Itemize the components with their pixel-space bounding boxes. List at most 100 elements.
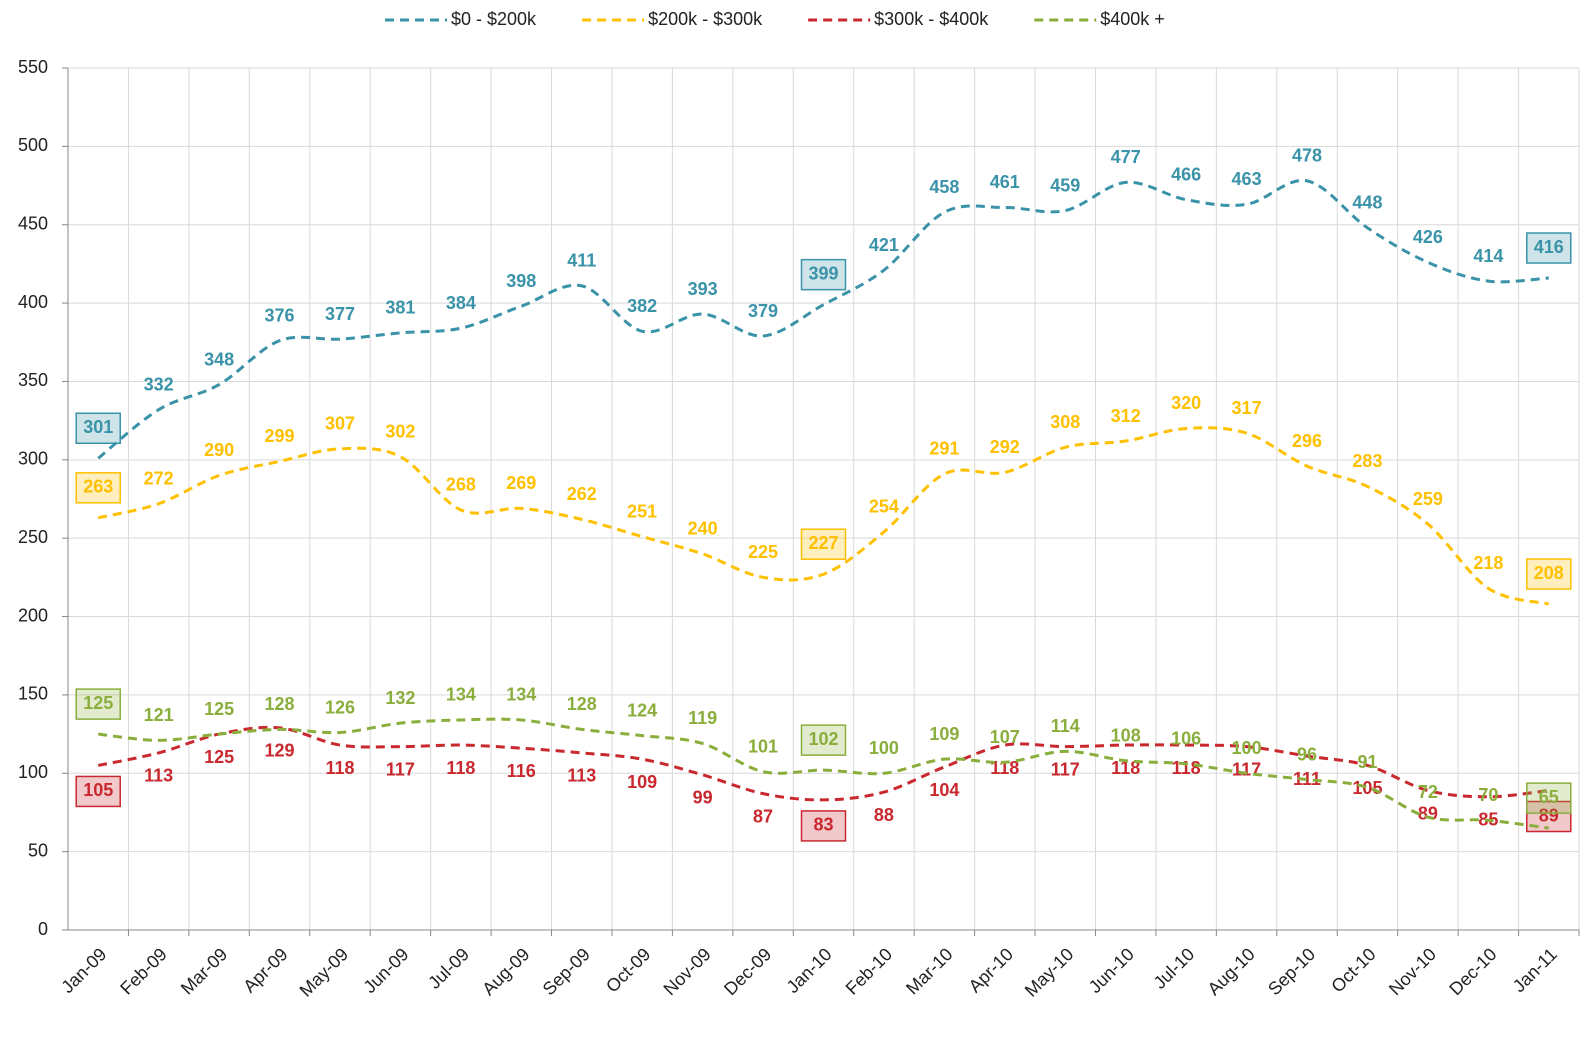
data-label: 118: [1172, 758, 1201, 778]
data-label: 134: [506, 685, 536, 705]
data-label: 283: [1352, 451, 1382, 471]
data-label: 308: [1050, 412, 1080, 432]
data-label: 272: [144, 468, 174, 488]
y-tick-label: 300: [18, 449, 48, 469]
data-label: 100: [1232, 738, 1262, 758]
y-tick-label: 450: [18, 213, 48, 233]
data-label: 89: [1418, 803, 1438, 823]
data-label: 118: [446, 758, 475, 778]
series-line: [97, 179, 1549, 460]
y-tick-label: 250: [18, 527, 48, 547]
legend-label: $200k - $300k: [648, 9, 763, 29]
data-label: 299: [265, 426, 295, 446]
data-label-box: [75, 688, 121, 720]
data-label: 132: [385, 688, 415, 708]
data-label: 125: [204, 699, 234, 719]
data-label: 461: [990, 172, 1020, 192]
x-tick-label: Jul-09: [424, 944, 473, 993]
data-label: 128: [265, 694, 295, 714]
y-tick-label: 50: [28, 840, 48, 860]
legend-label: $0 - $200k: [451, 9, 537, 29]
data-label: 91: [1357, 752, 1377, 772]
data-label: 411: [567, 251, 596, 271]
data-label: 101: [748, 736, 778, 756]
data-label: 291: [929, 439, 959, 459]
data-label: 117: [1051, 759, 1080, 779]
data-label: 70: [1478, 785, 1498, 805]
data-label-box: [1526, 232, 1572, 264]
data-label: 377: [325, 304, 355, 324]
data-label: 262: [567, 484, 597, 504]
data-label: 421: [869, 235, 899, 255]
x-tick-label: Mar-10: [902, 944, 956, 998]
data-label-box: [800, 724, 847, 756]
data-label-box: [1526, 782, 1572, 814]
series-line: [97, 725, 1549, 802]
data-label-box: [75, 412, 121, 445]
y-tick-label: 100: [18, 762, 48, 782]
data-label-box: [75, 472, 121, 504]
legend-label: $400k +: [1100, 9, 1165, 29]
x-tick-label: Sep-09: [539, 944, 594, 999]
data-label: 107: [990, 727, 1020, 747]
x-tick-label: Apr-09: [239, 944, 291, 996]
series-line: [98, 717, 1549, 830]
data-label-box: [1526, 558, 1572, 590]
data-label: 102: [808, 729, 838, 749]
data-label: 477: [1111, 147, 1141, 167]
data-label: 111: [1293, 769, 1321, 789]
data-label: 348: [204, 349, 234, 369]
data-label: 113: [567, 766, 596, 786]
data-label-box: [800, 528, 847, 560]
data-label: 88: [874, 805, 894, 825]
data-label: 65: [1539, 787, 1559, 807]
data-label: 104: [929, 780, 959, 800]
data-label: 100: [869, 738, 899, 758]
data-label-box: [800, 258, 847, 291]
x-tick-label: Jun-10: [1085, 944, 1138, 997]
data-label: 128: [567, 694, 597, 714]
data-label: 296: [1292, 431, 1322, 451]
y-tick-label: 200: [18, 605, 48, 625]
x-tick-label: Feb-10: [842, 944, 896, 998]
data-label: 218: [1473, 553, 1503, 573]
y-tick-label: 550: [18, 57, 48, 77]
x-tick-label: Apr-10: [965, 944, 1017, 996]
data-label: 254: [869, 497, 899, 517]
data-label: 459: [1050, 175, 1080, 195]
data-label: 269: [506, 473, 536, 493]
y-tick-label: 500: [18, 135, 48, 155]
data-label: 416: [1534, 237, 1564, 257]
data-label: 292: [990, 437, 1020, 457]
data-label: 119: [688, 708, 717, 728]
data-label: 393: [688, 279, 718, 299]
y-tick-label: 0: [38, 919, 48, 939]
data-label: 105: [83, 780, 113, 800]
data-label: 382: [627, 296, 657, 316]
x-tick-label: Sep-10: [1264, 944, 1319, 999]
data-label: 312: [1111, 406, 1141, 426]
data-label: 99: [693, 788, 713, 808]
data-label: 259: [1413, 489, 1443, 509]
data-label: 117: [386, 759, 415, 779]
data-label: 290: [204, 440, 234, 460]
data-label: 83: [813, 815, 833, 835]
legend-label: $300k - $400k: [874, 9, 989, 29]
x-tick-label: Feb-09: [116, 944, 170, 998]
data-label: 448: [1352, 193, 1382, 213]
data-label: 118: [990, 758, 1019, 778]
data-label: 384: [446, 293, 476, 313]
x-tick-label: Mar-09: [177, 944, 231, 998]
x-tick-label: Nov-09: [660, 944, 715, 999]
x-tick-label: May-10: [1021, 944, 1078, 1001]
data-label: 126: [325, 697, 355, 717]
legend: $0 - $200k $200k - $300k $300k - $400k $400…: [385, 9, 1165, 29]
data-label: 426: [1413, 227, 1443, 247]
data-label: 332: [144, 374, 174, 394]
data-label: 72: [1418, 782, 1438, 802]
data-label: 113: [144, 766, 173, 786]
data-label: 399: [808, 263, 838, 283]
data-label: 109: [627, 772, 657, 792]
x-tick-label: Dec-09: [720, 944, 775, 999]
